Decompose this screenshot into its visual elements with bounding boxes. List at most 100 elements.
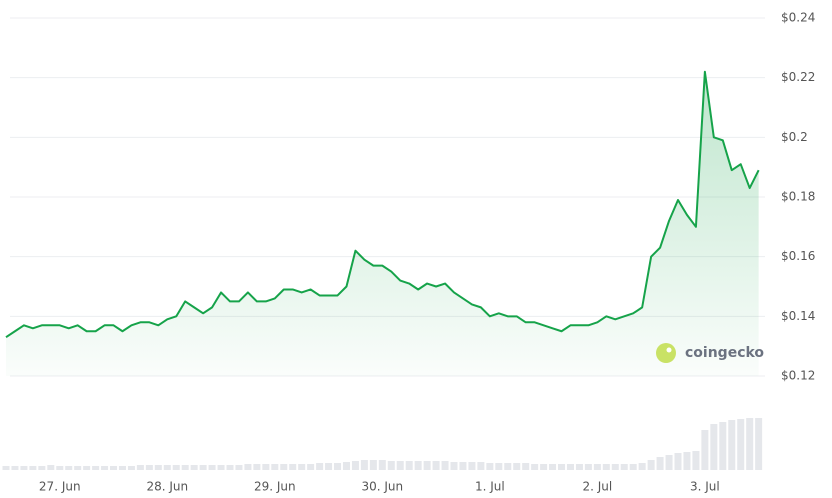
y-tick-label: $0.18 (781, 190, 815, 204)
y-tick-label: $0.12 (781, 369, 815, 383)
volume-bar (495, 463, 503, 470)
volume-bar (566, 464, 574, 470)
volume-bar (504, 463, 512, 470)
volume-bar (92, 466, 100, 470)
volume-bar (2, 466, 10, 470)
x-tick-label: 28. Jun (146, 480, 188, 494)
volume-bar (351, 461, 359, 470)
volume-bar (746, 418, 754, 470)
volume-bar (199, 465, 207, 470)
volume-bar (414, 461, 422, 470)
volume-bar (692, 451, 700, 470)
volume-bar (710, 424, 718, 470)
volume-bar (629, 464, 637, 470)
x-tick-label: 27. Jun (39, 480, 81, 494)
volume-bar (531, 464, 539, 470)
volume-bar (728, 420, 736, 470)
y-tick-label: $0.2 (781, 130, 808, 144)
volume-bar (486, 463, 494, 470)
volume-bar (154, 465, 162, 470)
volume-bar (29, 466, 37, 470)
volume-bar (244, 464, 252, 470)
volume-bar (423, 461, 431, 470)
volume-bar (316, 463, 324, 470)
volume-bar (325, 463, 333, 470)
volume-bar (118, 466, 126, 470)
volume-bar (468, 462, 476, 470)
volume-bar (334, 463, 342, 470)
volume-bar (513, 463, 521, 470)
volume-bar (20, 466, 28, 470)
volume-bar (163, 465, 171, 470)
volume-bar (127, 466, 135, 470)
volume-bar (405, 461, 413, 470)
y-tick-label: $0.16 (781, 249, 815, 263)
volume-bar (575, 464, 583, 470)
volume-bar (755, 418, 763, 470)
price-line (5, 70, 760, 339)
volume-bar (342, 462, 350, 470)
watermark-text: coingecko (685, 345, 764, 361)
volume-bar (477, 462, 485, 470)
volume-bar (719, 422, 727, 470)
volume-bar (593, 464, 601, 470)
y-tick-label: $0.22 (781, 70, 815, 84)
volume-bar (378, 460, 386, 470)
x-tick-label: 1. Jul (475, 480, 505, 494)
x-tick-label: 2. Jul (582, 480, 612, 494)
y-tick-label: $0.24 (781, 11, 815, 25)
volume-bar (110, 466, 118, 470)
volume-bar (522, 463, 530, 470)
volume-bar (172, 465, 180, 470)
volume-bar (441, 461, 449, 470)
volume-bar (307, 464, 315, 470)
volume-bar (136, 465, 144, 470)
volume-bar (558, 464, 566, 470)
volume-bar (208, 465, 216, 470)
x-tick-label: 3. Jul (690, 480, 720, 494)
price-area (6, 71, 759, 376)
volume-bar (271, 464, 279, 470)
volume-bar (145, 465, 153, 470)
volume-bar (459, 462, 467, 470)
x-tick-label: 29. Jun (254, 480, 296, 494)
watermark-logo (656, 343, 676, 363)
volume-bar (647, 460, 655, 470)
volume-bar (56, 466, 64, 470)
volume-bar (253, 464, 261, 470)
volume-bar (65, 466, 73, 470)
watermark-logo-eye (666, 347, 672, 353)
volume-bar (369, 460, 377, 470)
volume-bar (235, 465, 243, 470)
volume-bar (289, 464, 297, 470)
volume-bar (101, 466, 109, 470)
volume-bar (74, 466, 82, 470)
volume-bar (701, 430, 709, 470)
volume-bar (217, 465, 225, 470)
volume-bar (181, 465, 189, 470)
volume-bar (638, 463, 646, 470)
volume-bar (190, 465, 198, 470)
volume-bar (387, 461, 395, 470)
volume-bar (280, 464, 288, 470)
volume-bar (665, 455, 673, 470)
volume-bar (674, 453, 682, 470)
volume-bar (584, 464, 592, 470)
volume-bar (620, 464, 628, 470)
volume-bar (226, 465, 234, 470)
plot: $0.12 $0.14 $0.16 $0.18 $0.2 $0.22 $0.24 27. Ju… (2, 11, 815, 494)
volume-bar (83, 466, 91, 470)
volume-bar (540, 464, 548, 470)
volume-bar (549, 464, 557, 470)
volume-bar (396, 461, 404, 470)
volume-bar (262, 464, 270, 470)
volume-bar (38, 466, 46, 470)
volume-bar (683, 452, 691, 470)
watermark: coingecko (656, 343, 764, 363)
volume-bar (432, 461, 440, 470)
volume-bar (737, 419, 745, 470)
volume-bar (602, 464, 610, 470)
volume-bar (47, 465, 55, 470)
